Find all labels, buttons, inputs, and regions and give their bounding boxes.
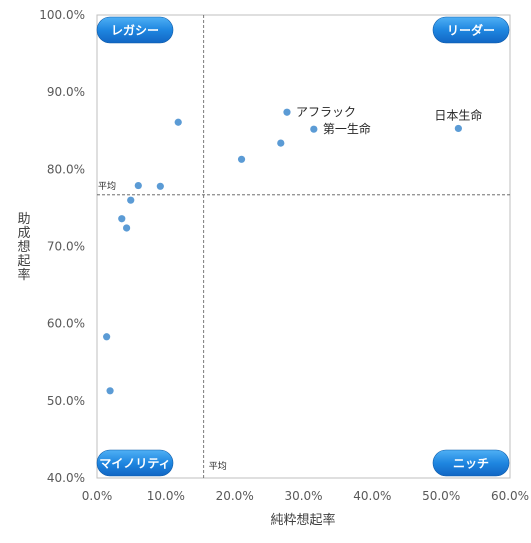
data-point	[156, 182, 164, 190]
data-point	[103, 333, 111, 341]
data-point	[277, 139, 285, 147]
quadrant-badge-background	[96, 16, 174, 44]
x-tick-label: 30.0%	[284, 489, 322, 503]
plot-area	[96, 14, 511, 479]
quadrant-badge-label: マイノリティ	[99, 457, 170, 471]
y-tick-label: 80.0%	[47, 162, 85, 176]
point-label: アフラック	[296, 105, 356, 119]
data-point	[237, 155, 246, 163]
y-tick-label: 60.0%	[47, 317, 85, 331]
y-tick-label: 50.0%	[47, 394, 85, 408]
point-label: 日本生命	[434, 107, 482, 122]
y-tick-label: 100.0%	[39, 8, 85, 22]
data-point	[122, 224, 131, 232]
data-point	[174, 118, 182, 126]
quadrant-badge-background	[96, 449, 174, 477]
x-tick-label: 40.0%	[353, 489, 391, 503]
y-axis-title: 助成想起率	[17, 212, 30, 283]
quadrant-badge-legacy: レガシー	[96, 16, 174, 44]
x-tick-label: 60.0%	[491, 489, 529, 503]
quadrant-badge-minority: マイノリティ	[96, 449, 174, 477]
quadrant-badge-label: レガシー	[111, 23, 159, 38]
average-label-horizontal: 平均	[98, 180, 116, 192]
point-label: 第一生命	[323, 121, 371, 136]
quadrant-badge-niche: ニッチ	[432, 449, 510, 477]
y-tick-label: 90.0%	[47, 85, 85, 99]
quadrant-badge-background	[432, 16, 510, 44]
data-point	[118, 215, 126, 223]
x-tick-label: 50.0%	[422, 489, 460, 503]
quadrant-badge-label: ニッチ	[453, 457, 489, 471]
data-point	[134, 181, 142, 190]
data-point	[310, 125, 318, 133]
quadrant-badge-background	[432, 449, 510, 477]
data-point	[127, 196, 135, 204]
y-tick-label: 70.0%	[47, 240, 85, 254]
x-tick-label: 20.0%	[216, 489, 254, 503]
data-point	[454, 124, 462, 133]
quadrant-badge-label: リーダー	[447, 23, 495, 38]
x-axis-title: 純粋想起率	[270, 512, 335, 528]
x-tick-label: 0.0%	[82, 489, 113, 503]
quadrant-badge-leader: リーダー	[432, 16, 510, 44]
data-point	[283, 108, 291, 116]
x-tick-label: 10.0%	[147, 489, 185, 503]
data-point	[106, 387, 114, 395]
y-tick-label: 40.0%	[47, 471, 85, 485]
average-label-vertical: 平均	[209, 460, 227, 472]
